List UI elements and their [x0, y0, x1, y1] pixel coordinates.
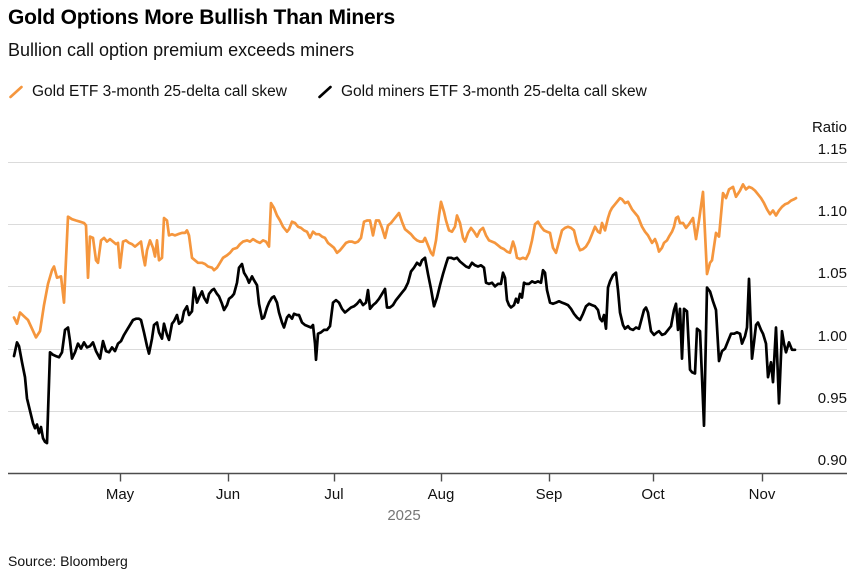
y-tick-label: 0.90 [817, 452, 847, 469]
x-tick-label: Sep [535, 486, 563, 503]
legend-item-gold-miners-etf: Gold miners ETF 3-month 25-delta call sk… [317, 83, 647, 101]
y-tick-label: 1.05 [817, 265, 847, 282]
y-tick-label: 1.15 [817, 141, 847, 158]
legend: Gold ETF 3-month 25-delta call skew Gold … [8, 81, 647, 103]
gold-miners-etf-skew-line [12, 256, 797, 445]
slash-icon [318, 85, 332, 99]
y-tick-label: 1.10 [817, 203, 847, 220]
x-tick-label: Aug [427, 486, 455, 503]
x-tick-label: May [105, 486, 135, 503]
x-tick-label: Oct [641, 486, 665, 503]
legend-label: Gold miners ETF 3-month 25-delta call sk… [341, 83, 647, 100]
x-tick-label: Nov [748, 486, 776, 503]
chart-subtitle: Bullion call option premium exceeds mine… [8, 40, 355, 60]
chart-title: Gold Options More Bullish Than Miners [8, 6, 395, 29]
legend-label: Gold ETF 3-month 25-delta call skew [32, 83, 287, 100]
source-note: Source: Bloomberg [8, 553, 128, 569]
y-axis-title: Ratio [811, 119, 847, 136]
legend-item-gold-etf: Gold ETF 3-month 25-delta call skew [8, 83, 287, 101]
gold-etf-skew-line [12, 183, 798, 339]
y-tick-label: 1.00 [817, 328, 847, 345]
slash-icon [9, 85, 23, 99]
x-tick-label: Jun [215, 486, 241, 503]
x-tick-label: Jul [324, 486, 344, 503]
x-axis-year-label: 2025 [387, 507, 421, 524]
y-tick-label: 0.95 [817, 390, 847, 407]
